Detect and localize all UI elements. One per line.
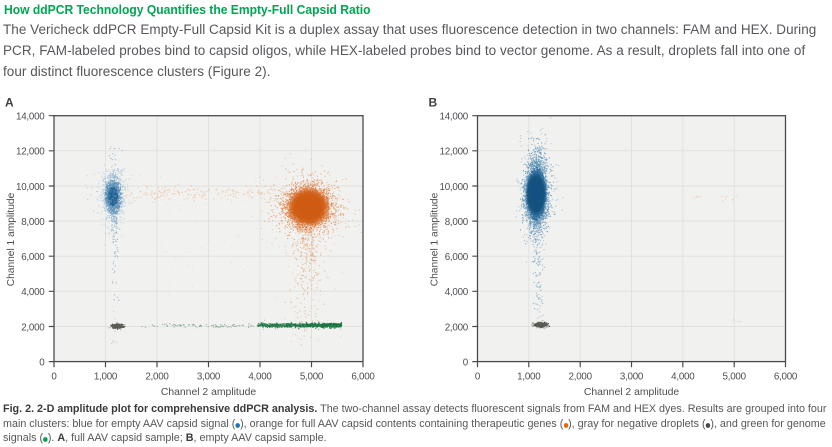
svg-text:2,000: 2,000 bbox=[21, 322, 45, 333]
svg-text:14,000: 14,000 bbox=[16, 112, 45, 123]
svg-text:3,000: 3,000 bbox=[620, 372, 644, 383]
svg-text:0: 0 bbox=[51, 372, 57, 383]
svg-text:Channel 1 amplitude: Channel 1 amplitude bbox=[430, 192, 441, 286]
svg-text:5,000: 5,000 bbox=[723, 372, 747, 383]
svg-text:12,000: 12,000 bbox=[16, 147, 45, 158]
svg-text:2,000: 2,000 bbox=[145, 372, 169, 383]
svg-text:8,000: 8,000 bbox=[445, 217, 469, 228]
svg-text:Channel 2 amplitude: Channel 2 amplitude bbox=[584, 387, 680, 398]
svg-text:6,000: 6,000 bbox=[445, 252, 469, 263]
svg-text:4,000: 4,000 bbox=[671, 372, 695, 383]
svg-text:1,000: 1,000 bbox=[517, 372, 541, 383]
svg-text:Channel 1 amplitude: Channel 1 amplitude bbox=[6, 192, 17, 286]
svg-text:1,000: 1,000 bbox=[94, 372, 118, 383]
svg-text:2,000: 2,000 bbox=[569, 372, 593, 383]
svg-text:0: 0 bbox=[475, 372, 481, 383]
svg-text:0: 0 bbox=[463, 358, 469, 369]
svg-text:3,000: 3,000 bbox=[197, 372, 221, 383]
svg-text:12,000: 12,000 bbox=[440, 147, 469, 158]
svg-text:0: 0 bbox=[39, 358, 45, 369]
svg-text:5,000: 5,000 bbox=[300, 372, 324, 383]
svg-text:10,000: 10,000 bbox=[16, 182, 45, 193]
svg-text:6,000: 6,000 bbox=[351, 372, 375, 383]
svg-text:B: B bbox=[429, 96, 438, 110]
svg-text:8,000: 8,000 bbox=[21, 217, 45, 228]
svg-text:4,000: 4,000 bbox=[248, 372, 272, 383]
svg-text:6,000: 6,000 bbox=[21, 252, 45, 263]
svg-text:10,000: 10,000 bbox=[440, 182, 469, 193]
svg-text:14,000: 14,000 bbox=[440, 112, 469, 123]
svg-text:A: A bbox=[5, 96, 14, 110]
svg-text:Channel 2 amplitude: Channel 2 amplitude bbox=[161, 387, 257, 398]
svg-text:4,000: 4,000 bbox=[21, 287, 45, 298]
svg-text:2,000: 2,000 bbox=[445, 322, 469, 333]
svg-text:4,000: 4,000 bbox=[445, 287, 469, 298]
svg-text:6,000: 6,000 bbox=[774, 372, 798, 383]
